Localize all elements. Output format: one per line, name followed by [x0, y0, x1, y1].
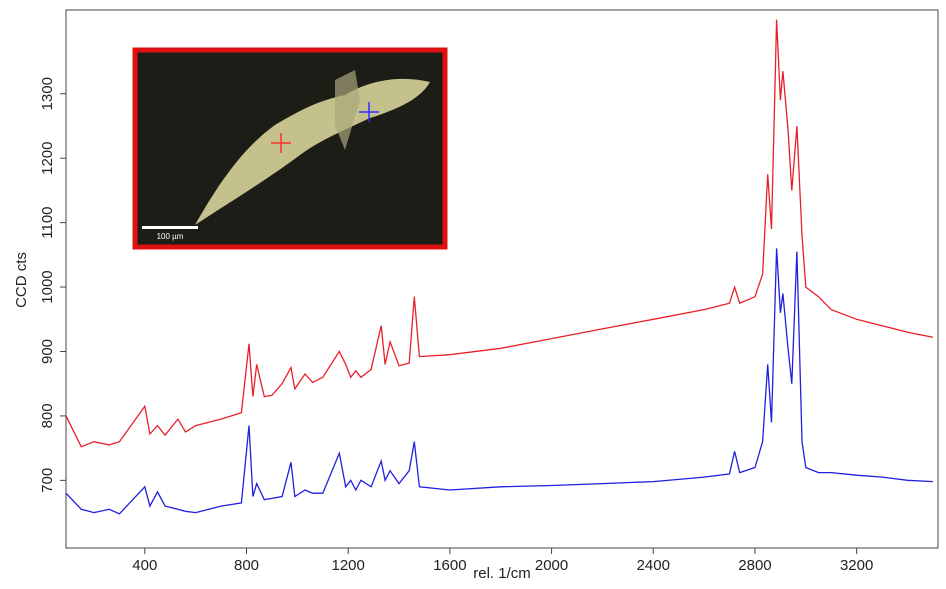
x-tick-label: 1200 — [332, 557, 365, 574]
x-tick-label: 2000 — [535, 557, 568, 574]
y-tick-label: 700 — [39, 468, 56, 493]
x-tick-label: 3200 — [840, 557, 873, 574]
inset-sample — [335, 70, 360, 150]
x-tick-label: 800 — [234, 557, 259, 574]
inset: 100 µm — [132, 47, 448, 250]
scale-label: 100 µm — [157, 232, 184, 241]
y-tick-label: 1300 — [39, 77, 56, 110]
spectrum-line — [65, 19, 934, 448]
spectrum-line — [65, 248, 933, 515]
y-tick-label: 900 — [39, 339, 56, 364]
y-axis-label: CCD cts — [13, 252, 30, 308]
y-tick-label: 800 — [39, 403, 56, 428]
x-tick-label: 400 — [132, 557, 157, 574]
y-tick-label: 1200 — [39, 142, 56, 175]
x-tick-label: 2400 — [637, 557, 670, 574]
x-tick-label: 1600 — [433, 557, 466, 574]
y-tick-label: 1100 — [39, 206, 56, 238]
x-tick-label: 2800 — [738, 557, 771, 574]
scale-bar — [142, 226, 198, 229]
y-tick-label: 1000 — [39, 270, 56, 303]
inset-sample — [195, 78, 430, 225]
plot-frame — [65, 9, 939, 549]
x-axis-label: rel. 1/cm — [473, 565, 531, 582]
